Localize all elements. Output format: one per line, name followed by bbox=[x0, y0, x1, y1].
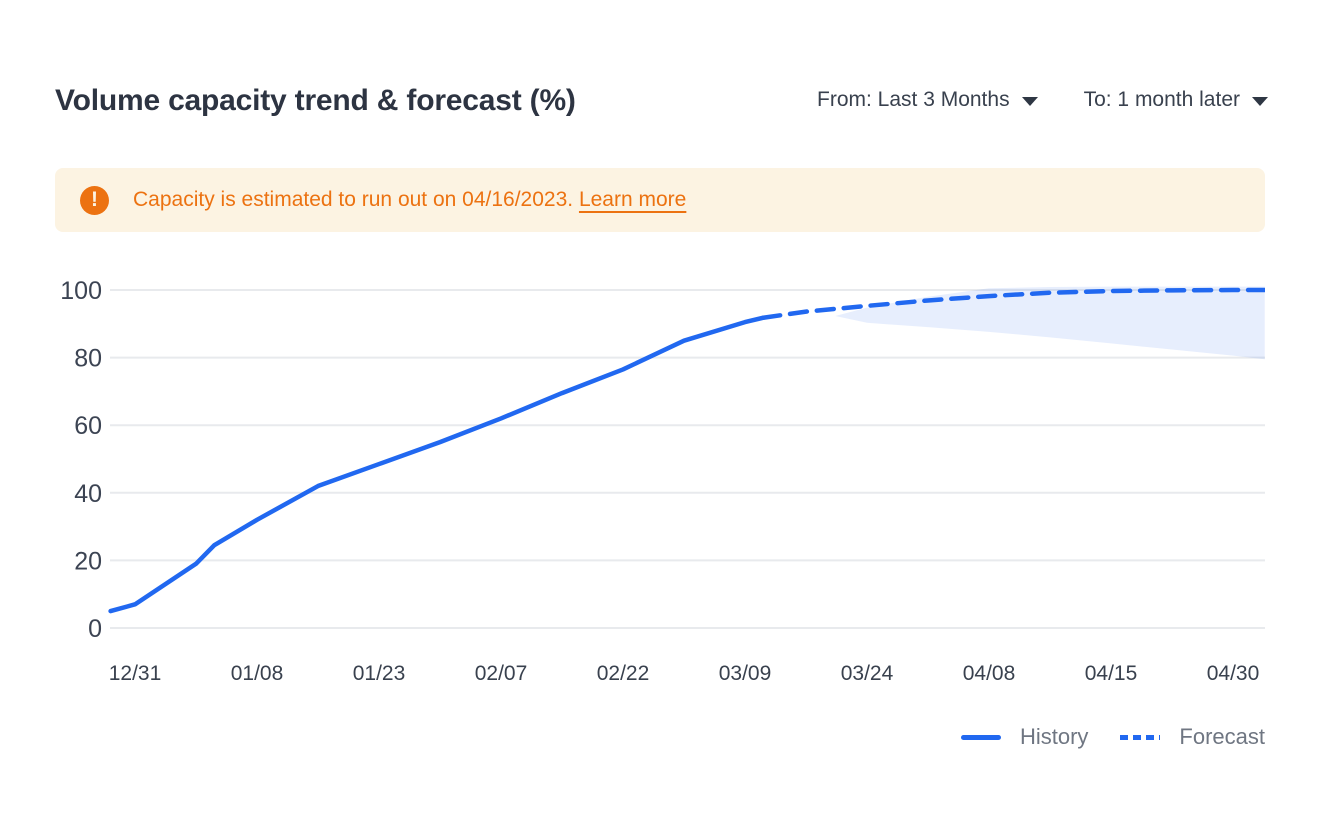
forecast-line-swatch bbox=[1120, 734, 1161, 740]
chevron-down-icon bbox=[1252, 97, 1268, 106]
y-axis-label: 100 bbox=[60, 277, 102, 305]
x-axis-label: 04/15 bbox=[1085, 662, 1138, 685]
y-axis-label: 0 bbox=[88, 615, 102, 643]
x-axis-label: 02/07 bbox=[475, 662, 528, 685]
history-line-swatch bbox=[960, 734, 1001, 740]
to-range-dropdown-label: To: 1 month later bbox=[1083, 88, 1240, 111]
capacity-warning-banner: ! Capacity is estimated to run out on 04… bbox=[55, 168, 1265, 232]
chart-legend: History Forecast bbox=[960, 724, 1265, 750]
banner-message: Capacity is estimated to run out on 04/1… bbox=[133, 188, 686, 212]
x-axis-label: 01/08 bbox=[231, 662, 284, 685]
x-axis-label: 02/22 bbox=[597, 662, 650, 685]
learn-more-link[interactable]: Learn more bbox=[578, 188, 687, 211]
legend-item-forecast: Forecast bbox=[1120, 724, 1265, 750]
x-axis-label: 04/08 bbox=[963, 662, 1016, 685]
x-axis-label: 03/09 bbox=[719, 662, 772, 685]
from-range-dropdown-label: From: Last 3 Months bbox=[817, 88, 1010, 111]
y-axis-label: 40 bbox=[74, 480, 102, 508]
from-range-dropdown[interactable]: From: Last 3 Months bbox=[817, 88, 1038, 112]
to-range-dropdown[interactable]: To: 1 month later bbox=[1084, 88, 1268, 112]
legend-label-history: History bbox=[1019, 724, 1089, 749]
y-axis-label: 20 bbox=[74, 547, 102, 575]
x-axis-label: 01/23 bbox=[353, 662, 406, 685]
banner-message-text: Capacity is estimated to run out on 04/1… bbox=[133, 188, 574, 211]
x-axis-label: 04/30 bbox=[1207, 662, 1260, 685]
y-axis-label: 80 bbox=[74, 345, 102, 373]
y-axis-label: 60 bbox=[74, 412, 102, 440]
forecast-line bbox=[761, 287, 1265, 320]
x-axis-label: 12/31 bbox=[109, 662, 162, 685]
history-line bbox=[108, 315, 766, 614]
page-title: Volume capacity trend & forecast (%) bbox=[55, 84, 576, 117]
legend-item-history: History bbox=[960, 724, 1089, 750]
x-axis-label: 03/24 bbox=[841, 662, 894, 685]
capacity-chart: 0 20 40 60 80 100 12/31 01/08 01/23 02/07 02/22 03/… bbox=[55, 262, 1265, 692]
warning-icon: ! bbox=[80, 185, 109, 215]
forecast-confidence-band bbox=[835, 286, 1265, 360]
range-filters: From: Last 3 Months To: 1 month later bbox=[817, 88, 1268, 112]
legend-label-forecast: Forecast bbox=[1179, 724, 1265, 749]
chevron-down-icon bbox=[1021, 97, 1038, 106]
